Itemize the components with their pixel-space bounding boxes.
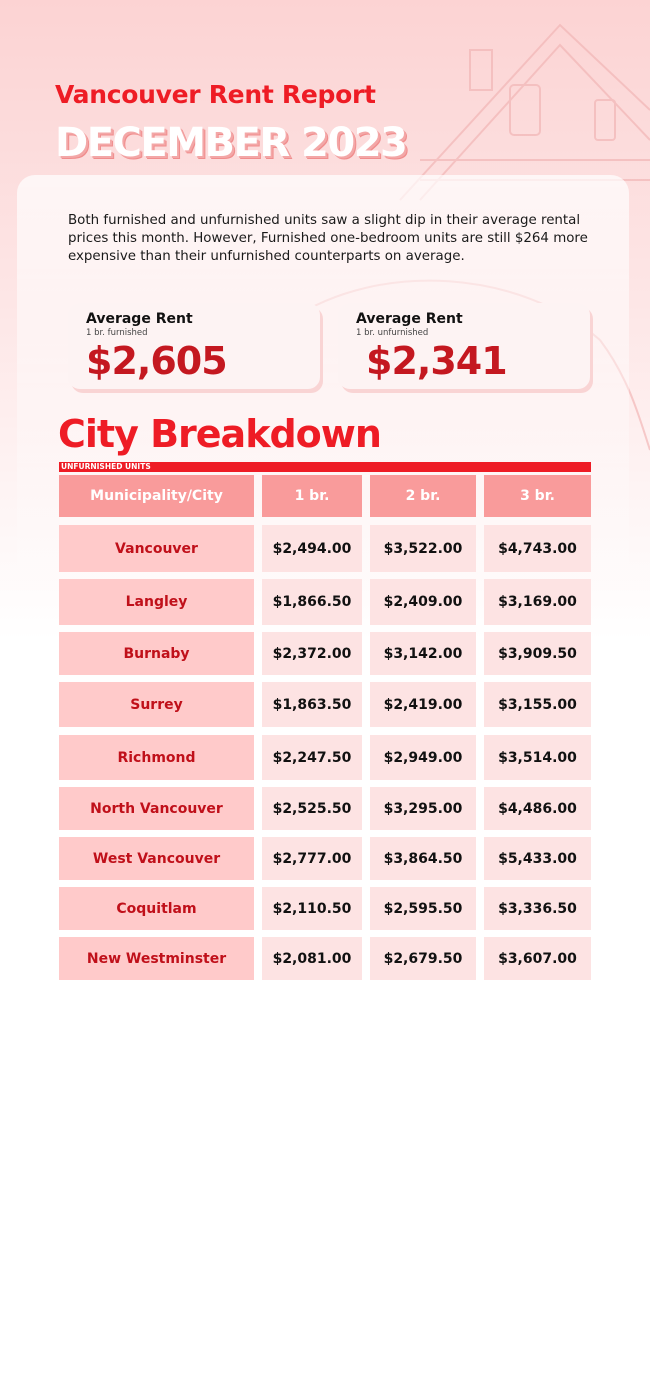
section-title: City Breakdown — [58, 412, 382, 456]
rent-cell: $3,336.50 — [484, 887, 591, 930]
rent-cell: $2,409.00 — [370, 579, 476, 625]
header-cell: 3 br. — [484, 475, 591, 517]
rent-cell: $2,949.00 — [370, 735, 476, 780]
stat-sublabel: 1 br. unfurnished — [356, 328, 429, 338]
header-cell: 2 br. — [370, 475, 476, 517]
report-title: Vancouver Rent Report — [55, 80, 376, 109]
stat-card: Average Rent 1 br. unfurnished $2,341 — [338, 303, 590, 389]
rent-cell: $3,155.00 — [484, 682, 591, 727]
city-cell: West Vancouver — [59, 837, 254, 880]
rent-cell: $2,525.50 — [262, 787, 362, 830]
rent-cell: $2,081.00 — [262, 937, 362, 980]
stat-label: Average Rent — [356, 311, 463, 327]
rent-cell: $2,419.00 — [370, 682, 476, 727]
section-label: UNFURNISHED UNITS — [61, 462, 151, 471]
city-cell: Vancouver — [59, 525, 254, 572]
window — [594, 99, 616, 141]
stat-sublabel: 1 br. furnished — [86, 328, 148, 338]
rent-cell: $5,433.00 — [484, 837, 591, 880]
city-cell: Coquitlam — [59, 887, 254, 930]
rent-cell: $2,777.00 — [262, 837, 362, 880]
roof-line — [419, 43, 650, 201]
window — [509, 84, 541, 136]
stat-value: $2,605 — [86, 339, 228, 383]
rent-cell: $3,607.00 — [484, 937, 591, 980]
header-cell: Municipality/City — [59, 475, 254, 517]
rent-cell: $1,863.50 — [262, 682, 362, 727]
rent-cell: $2,494.00 — [262, 525, 362, 572]
rent-cell: $4,743.00 — [484, 525, 591, 572]
rent-cell: $3,514.00 — [484, 735, 591, 780]
stat-label: Average Rent — [86, 311, 193, 327]
section-bar — [59, 462, 591, 472]
city-cell: Langley — [59, 579, 254, 625]
rent-cell: $4,486.00 — [484, 787, 591, 830]
intro-text: Both furnished and unfurnished units saw… — [68, 213, 588, 264]
rent-cell: $3,295.00 — [370, 787, 476, 830]
city-cell: Surrey — [59, 682, 254, 727]
rent-cell: $3,522.00 — [370, 525, 476, 572]
rent-cell: $2,372.00 — [262, 632, 362, 675]
header-cell: 1 br. — [262, 475, 362, 517]
rent-cell: $2,595.50 — [370, 887, 476, 930]
city-cell: Richmond — [59, 735, 254, 780]
roof-line — [399, 23, 650, 201]
rent-cell: $3,909.50 — [484, 632, 591, 675]
stat-value: $2,341 — [366, 339, 508, 383]
rent-cell: $2,247.50 — [262, 735, 362, 780]
rent-cell: $3,169.00 — [484, 579, 591, 625]
chimney — [469, 49, 493, 91]
rent-cell: $2,679.50 — [370, 937, 476, 980]
report-date: DECEMBER 2023 — [55, 120, 408, 166]
city-cell: North Vancouver — [59, 787, 254, 830]
city-cell: Burnaby — [59, 632, 254, 675]
rent-cell: $3,142.00 — [370, 632, 476, 675]
rent-cell: $1,866.50 — [262, 579, 362, 625]
city-cell: New Westminster — [59, 937, 254, 980]
rent-cell: $3,864.50 — [370, 837, 476, 880]
rent-cell: $2,110.50 — [262, 887, 362, 930]
stat-card: Average Rent 1 br. furnished $2,605 — [68, 303, 320, 389]
